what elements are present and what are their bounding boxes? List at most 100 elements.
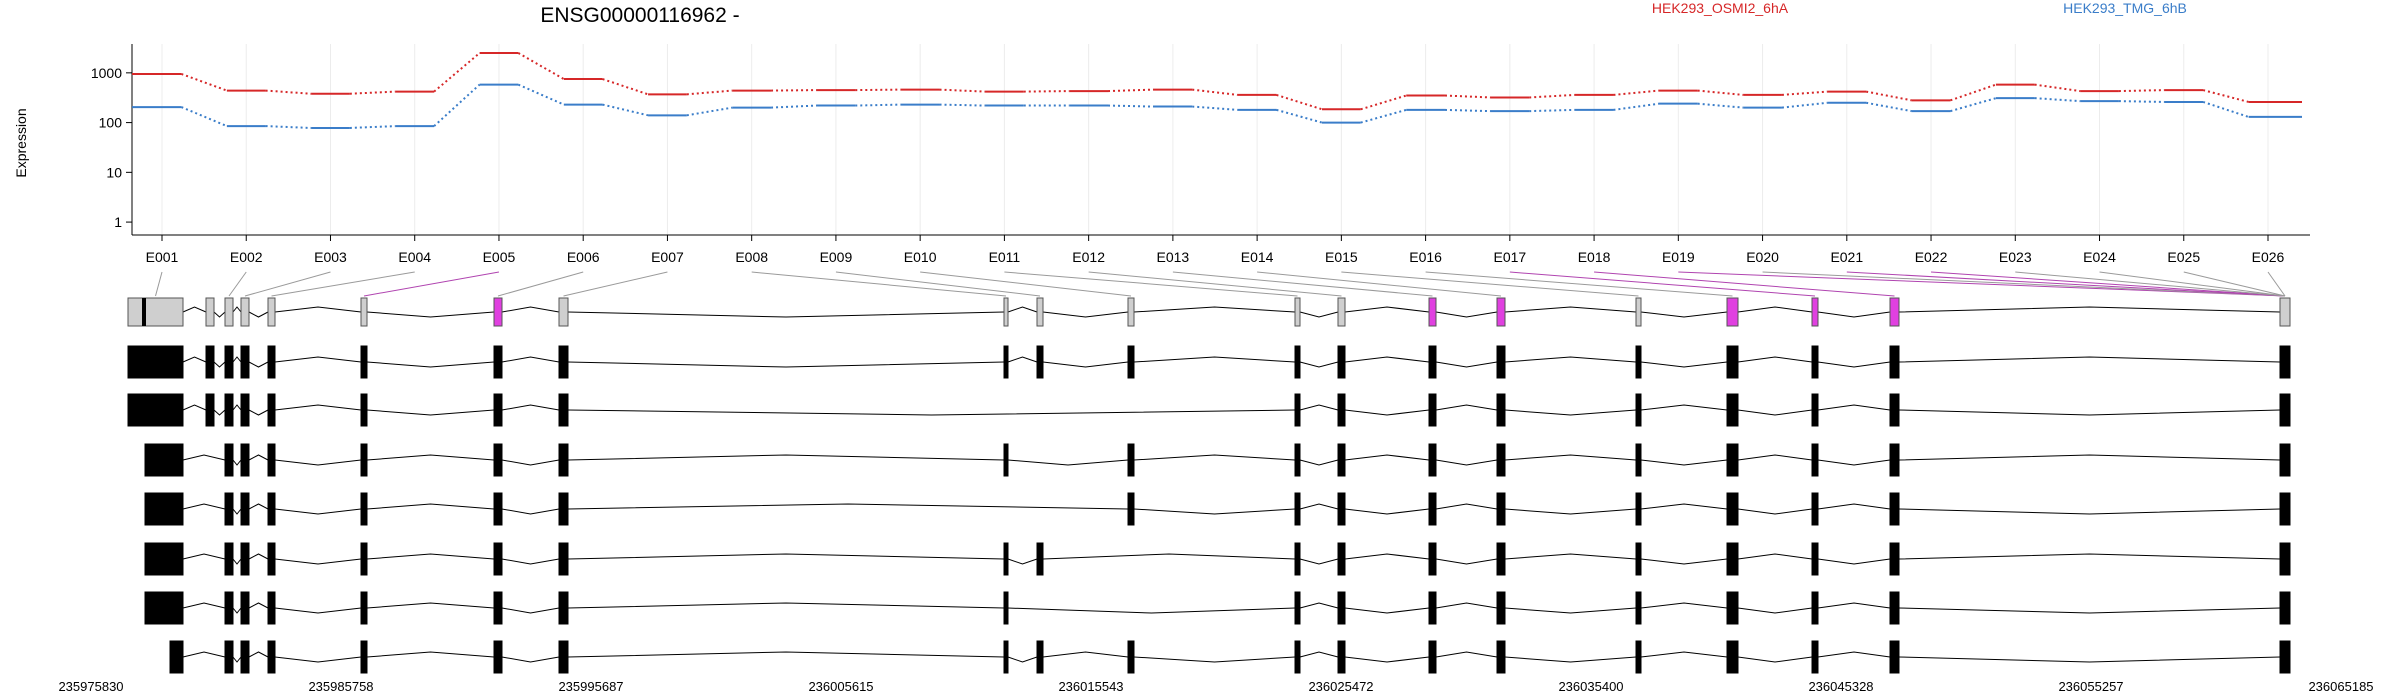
exon-block (1428, 492, 1437, 526)
intron-line (1344, 454, 1430, 461)
intron-line (182, 454, 226, 461)
intron-line (1817, 651, 1891, 658)
exon-block (1337, 542, 1346, 576)
exon-block (224, 640, 234, 674)
intron-line (1042, 553, 1296, 560)
intron-line (1898, 607, 2281, 614)
exon-block (1635, 297, 1642, 327)
series-connector (686, 89, 733, 96)
transcript-2 (127, 393, 2291, 427)
intron-line (1133, 454, 1296, 461)
series-connector (771, 104, 817, 109)
intron-line (366, 651, 495, 658)
exon-block (240, 591, 250, 625)
intron-line (1435, 651, 1498, 658)
exon-block (1003, 640, 1009, 674)
exon-block (558, 297, 569, 327)
exon-block (224, 542, 234, 576)
intron-line (1435, 459, 1498, 466)
exon-block (205, 345, 215, 379)
exon-block (1294, 591, 1301, 625)
x-tick-label-e015: E015 (1325, 249, 1358, 265)
intron-line (1737, 409, 1813, 416)
exon-block (1294, 640, 1301, 674)
intron-line (274, 508, 362, 515)
intron-line (1344, 553, 1430, 560)
genomic-position-label: 235995687 (558, 679, 623, 694)
connector-e021 (1846, 271, 2286, 297)
exon-block (1428, 591, 1437, 625)
y-tick-label: 1000 (91, 65, 122, 81)
exon-block (2279, 393, 2291, 427)
intron-line (1133, 306, 1296, 313)
intron-line (232, 607, 242, 614)
exon-block (1889, 492, 1900, 526)
genomic-coordinate-axis: 235975830 235985758 235995687 236005615 2360… (58, 679, 2373, 694)
series-connector (517, 83, 565, 106)
exon-block (1428, 542, 1437, 576)
exon-block (493, 640, 503, 674)
exon-block (1294, 492, 1301, 526)
intron-line (567, 553, 1005, 560)
intron-line (1299, 459, 1339, 466)
series-connector (1444, 108, 1491, 113)
intron-line (1737, 553, 1813, 560)
intron-line (1435, 503, 1498, 510)
series-connector (1529, 108, 1575, 113)
series-tmg (132, 83, 2302, 129)
exon-block (240, 393, 250, 427)
exon-block (267, 345, 276, 379)
x-tick-label-e005: E005 (483, 249, 516, 265)
exon-block (1294, 443, 1301, 477)
genomic-position-label: 236065185 (2308, 679, 2373, 694)
x-tick-label-e007: E007 (651, 249, 684, 265)
connector-e014 (1257, 271, 1502, 297)
exon-block (2279, 640, 2291, 674)
series-connector (1276, 93, 1323, 111)
exon-block (267, 492, 276, 526)
series-connector (2202, 89, 2249, 103)
intron-line (567, 602, 1005, 609)
series-connector (181, 73, 228, 92)
intron-line (366, 602, 495, 609)
legend-item-tmg: HEK293_TMG_6hB (2063, 0, 2187, 16)
exon-block (1889, 443, 1900, 477)
intron-line (1504, 454, 1637, 461)
intron-line (1344, 356, 1430, 363)
series-connector (433, 83, 481, 127)
exon-block (224, 591, 234, 625)
intron-line (567, 651, 1005, 658)
series-connector (1950, 83, 1997, 102)
intron-line (1133, 656, 1296, 663)
genomic-position-label: 236035400 (1558, 679, 1623, 694)
exon-block (1428, 443, 1437, 477)
connector-e020 (1762, 271, 2286, 297)
exon-block (1726, 443, 1739, 477)
exon-block (493, 492, 503, 526)
intron-line (1504, 553, 1637, 560)
exon-block (1127, 640, 1135, 674)
exon-block (224, 443, 234, 477)
x-tick-label-e016: E016 (1409, 249, 1442, 265)
connector-e025 (2183, 271, 2286, 297)
intron-line (366, 361, 495, 368)
exon-summary-track (127, 297, 2291, 327)
exon-block (493, 297, 503, 327)
x-tick-label-e009: E009 (820, 249, 853, 265)
series-connector (1697, 102, 1744, 109)
exon-block (1003, 542, 1009, 576)
exon-block (360, 345, 368, 379)
y-axis-label: Expression (13, 108, 29, 177)
connector-e018 (1594, 271, 1895, 297)
exon-block (493, 591, 503, 625)
intron-line (1640, 651, 1728, 658)
exon-block (2279, 591, 2291, 625)
exon-block (493, 443, 503, 477)
genomic-position-label: 236055257 (2058, 679, 2123, 694)
genomic-position-label: 236005615 (808, 679, 873, 694)
intron-line (1007, 356, 1038, 363)
connector-e016 (1425, 271, 1733, 297)
y-tick-label: 100 (99, 115, 123, 131)
exon-block (2279, 492, 2291, 526)
